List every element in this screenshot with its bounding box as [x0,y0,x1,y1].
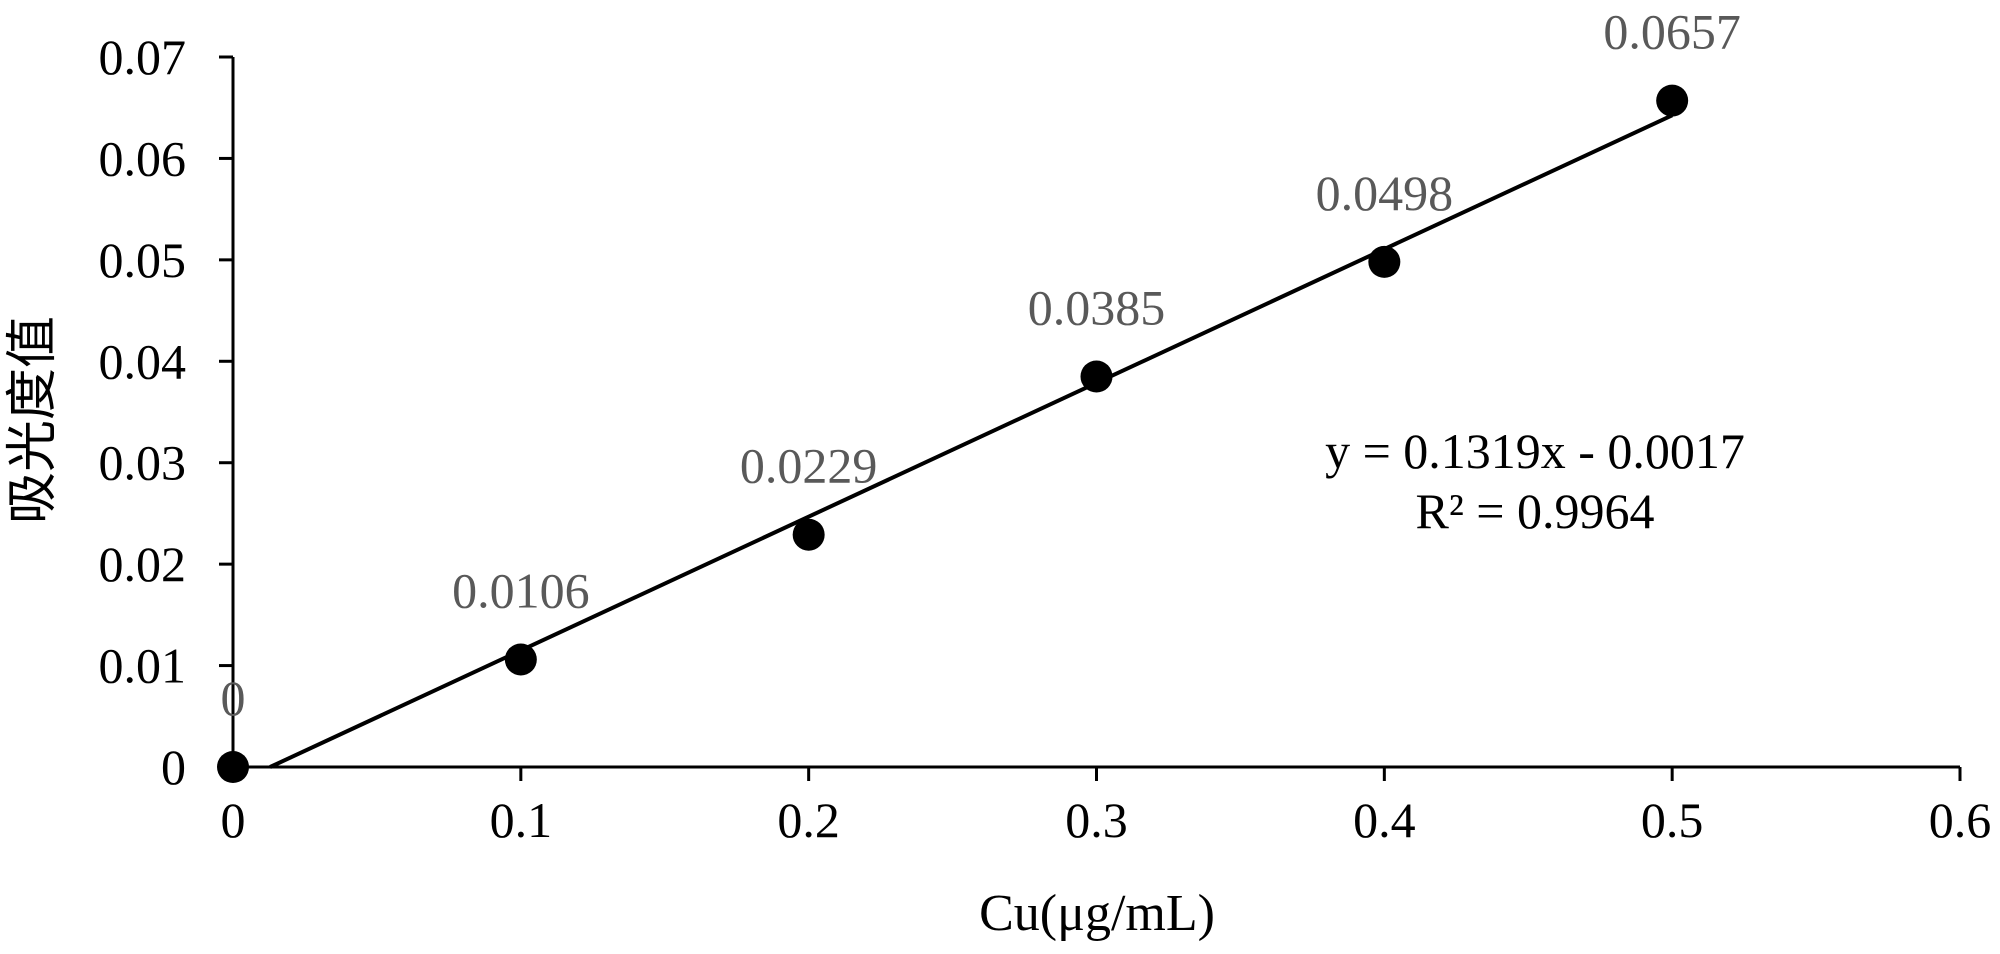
x-tick-label: 0.4 [1353,792,1416,848]
data-point [504,643,537,676]
data-point [1368,245,1401,278]
y-tick-label: 0.06 [99,130,187,186]
data-points [217,84,1689,783]
x-tick-label: 0.1 [490,792,553,848]
x-tick-label: 0.6 [1929,792,1992,848]
data-point [792,518,825,551]
trendline-group [269,113,1674,769]
x-tick-label: 0 [221,792,246,848]
x-tick-label: 0.5 [1641,792,1704,848]
data-label: 0.0498 [1316,165,1454,221]
y-tick-label: 0.05 [99,232,187,288]
data-labels: 0 0.0106 0.0229 0.0385 0.0498 0.0657 [221,4,1741,726]
data-label: 0 [221,670,246,726]
x-tick-label: 0.3 [1065,792,1128,848]
data-point [1080,360,1113,393]
data-label: 0.0106 [452,562,590,618]
y-tick-label: 0.01 [99,638,187,694]
ticks: 0 0.01 0.02 0.03 0.04 0.05 0.06 0.07 0 0.1 0.2 0.3 0… [99,29,1992,848]
axes [231,57,1960,769]
x-axis-title: Cu(μg/mL) [979,885,1215,942]
y-tick-label: 0.04 [99,333,187,389]
trendline [269,113,1674,769]
trendline-equation: y = 0.1319x - 0.0017 [1325,423,1745,479]
y-tick-label: 0.07 [99,29,187,85]
data-label: 0.0657 [1603,4,1741,60]
data-point [1656,84,1689,117]
y-tick-label: 0.03 [99,435,187,491]
trendline-r-squared: R² = 0.9964 [1415,483,1654,539]
y-tick-label: 0.02 [99,536,187,592]
data-label: 0.0385 [1028,280,1166,336]
x-tick-label: 0.2 [777,792,840,848]
y-axis-title: 吸光度值 [5,316,62,524]
y-tick-label: 0 [161,739,186,795]
data-label: 0.0229 [740,438,878,494]
data-point [217,751,249,783]
